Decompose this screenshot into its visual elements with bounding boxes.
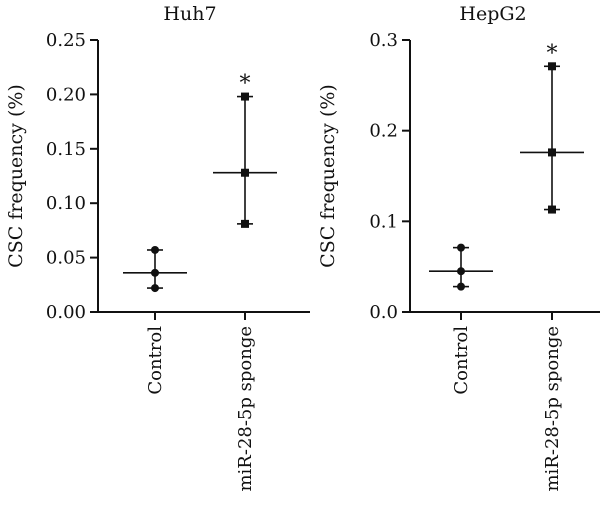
data-point	[151, 268, 159, 277]
y-tick-label: 0.00	[46, 302, 86, 323]
data-point	[457, 282, 465, 291]
data-point	[548, 148, 556, 157]
x-category-label: Control	[451, 326, 472, 395]
chart-title: Huh7	[163, 3, 216, 25]
data-point	[457, 267, 465, 276]
data-group-1	[429, 243, 493, 291]
chart-title: HepG2	[459, 3, 526, 25]
y-tick-label: 0.3	[369, 30, 398, 51]
data-point	[241, 92, 249, 101]
data-point	[548, 205, 556, 214]
y-tick-label: 0.2	[369, 121, 398, 142]
x-category-label: miR-28-5p sponge	[235, 326, 256, 492]
data-group-2: *	[520, 41, 584, 214]
y-tick-label: 0.05	[46, 248, 86, 269]
y-tick-label: 0.1	[369, 211, 398, 232]
data-point	[548, 62, 556, 71]
data-group-1	[123, 245, 187, 293]
y-tick-label: 0.25	[46, 30, 86, 51]
y-tick-label: 0.0	[369, 302, 398, 323]
y-axis-label: CSC frequency (%)	[317, 84, 339, 268]
chart-panel-1: Huh7 CSC frequency (%) 0.00 0.05 0.10 0.15 0.2…	[5, 3, 310, 492]
y-tick-label: 0.20	[46, 84, 86, 105]
data-point	[241, 168, 249, 177]
significance-marker: *	[240, 72, 251, 97]
y-axis-label: CSC frequency (%)	[5, 84, 27, 268]
y-tick-label: 0.15	[46, 139, 86, 160]
data-point	[151, 245, 159, 254]
x-category-label: miR-28-5p sponge	[542, 326, 563, 492]
data-point	[241, 219, 249, 228]
data-group-2: *	[213, 72, 277, 228]
data-point	[457, 243, 465, 252]
data-point	[151, 284, 159, 293]
significance-marker: *	[547, 41, 558, 66]
y-tick-label: 0.10	[46, 193, 86, 214]
chart-panel-2: HepG2 CSC frequency (%) 0.0 0.1 0.2 0.3 Contro…	[317, 3, 600, 492]
x-category-label: Control	[145, 326, 166, 395]
